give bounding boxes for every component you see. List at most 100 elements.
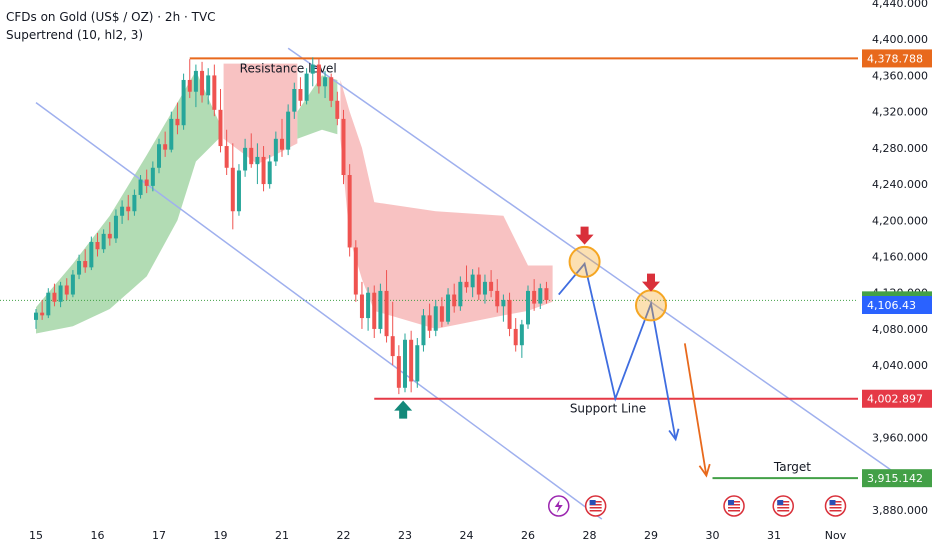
- candle: [464, 265, 469, 293]
- us-flag-icon-ring: [772, 495, 794, 517]
- highlight-circle: [568, 245, 601, 278]
- us-flag-event-icon: [723, 495, 745, 517]
- down-arrow-marker: [642, 273, 660, 292]
- price-tick-label: 4,040.000: [872, 359, 928, 372]
- time-tick-label: 21: [275, 529, 289, 542]
- candle: [83, 249, 88, 273]
- candle-body: [316, 64, 321, 87]
- time-tick-label: 29: [644, 529, 658, 542]
- price-tags: 4,378.7884,002.8973,915.1424,111.5554,10…: [862, 49, 932, 488]
- candle: [58, 281, 63, 308]
- us-flag-canton: [777, 500, 784, 505]
- candle: [316, 59, 321, 94]
- time-tick-label: 23: [398, 529, 412, 542]
- candle: [359, 281, 364, 329]
- candle: [470, 269, 475, 298]
- projection-arrowhead: [668, 428, 680, 442]
- candle: [507, 292, 512, 337]
- candle-body: [150, 167, 155, 186]
- us-flag-stripe: [777, 510, 790, 512]
- candle: [538, 283, 543, 310]
- candle: [70, 270, 75, 298]
- target-label: Target: [773, 460, 811, 474]
- resistance-label: Resistance level: [240, 61, 337, 75]
- candle-body: [101, 233, 106, 250]
- candle: [292, 82, 297, 119]
- annotations: [394, 226, 711, 478]
- time-tick-label: 19: [214, 529, 228, 542]
- candle-body: [113, 215, 118, 239]
- candle-body: [329, 77, 334, 101]
- candle: [64, 278, 69, 300]
- candle-body: [526, 290, 530, 325]
- candle: [101, 229, 106, 253]
- candle: [329, 73, 334, 108]
- candle: [489, 270, 494, 298]
- candle: [532, 279, 537, 311]
- candle: [519, 319, 524, 358]
- candle: [403, 333, 407, 393]
- time-tick-label: 15: [29, 529, 43, 542]
- candle-body: [169, 118, 174, 150]
- candle: [476, 267, 481, 300]
- candle-body: [83, 261, 88, 268]
- candle-body: [261, 156, 266, 185]
- candle-body: [446, 294, 451, 322]
- time-tick-label: Nov: [825, 529, 847, 542]
- candle: [224, 129, 229, 176]
- time-tick-label: 26: [521, 529, 535, 542]
- event-icons: [548, 495, 847, 517]
- candle-body: [243, 147, 248, 171]
- candle-body: [390, 336, 395, 357]
- candle-body: [280, 138, 284, 150]
- candle-body: [175, 118, 180, 126]
- channel-lower-line: [35, 101, 603, 520]
- candle: [34, 309, 38, 329]
- candle-body: [489, 281, 494, 291]
- us-flag-event-icon: [772, 495, 794, 517]
- up-arrow-marker: [394, 400, 413, 419]
- candle-body: [224, 146, 229, 168]
- candle-body: [64, 285, 69, 295]
- target-arrowhead: [698, 463, 711, 478]
- lightning-event-icon: [548, 495, 570, 517]
- candle-body: [403, 339, 407, 388]
- candle-body: [249, 147, 254, 165]
- candle-body: [298, 89, 303, 101]
- candle: [267, 155, 272, 189]
- candle: [280, 118, 284, 157]
- candle: [390, 301, 395, 366]
- candle-body: [267, 161, 272, 185]
- candle: [243, 138, 248, 177]
- candle: [409, 330, 414, 393]
- support-price-tag-label: 4,002.897: [867, 393, 923, 406]
- candle-body: [476, 274, 481, 295]
- support-label: Support Line: [570, 402, 646, 416]
- candle: [323, 70, 328, 99]
- candle-body: [544, 288, 549, 300]
- candle: [513, 318, 518, 352]
- candle-body: [519, 324, 524, 346]
- lightning-icon: [554, 500, 563, 513]
- time-tick-label: 16: [91, 529, 105, 542]
- candle: [181, 73, 186, 130]
- candle-body: [409, 339, 414, 382]
- us-flag-icon-ring: [723, 495, 745, 517]
- candle: [427, 303, 432, 338]
- price-tick-label: 3,960.000: [872, 432, 928, 445]
- candle: [384, 270, 389, 343]
- time-tick-label: 24: [460, 529, 474, 542]
- us-flag-canton: [728, 500, 735, 505]
- candle: [310, 57, 315, 87]
- price-axis: 4,440.000 4,400.000 4,360.000 4,320.000 4,28…: [872, 0, 928, 517]
- candle-body: [292, 89, 297, 112]
- candle: [138, 175, 143, 199]
- candle: [40, 299, 45, 320]
- candle-body: [236, 170, 241, 212]
- candle: [126, 194, 131, 221]
- candle-body: [341, 118, 346, 176]
- candlesticks: [34, 57, 549, 395]
- resistance-price-tag-bg: [862, 49, 932, 68]
- candle-body: [138, 179, 143, 195]
